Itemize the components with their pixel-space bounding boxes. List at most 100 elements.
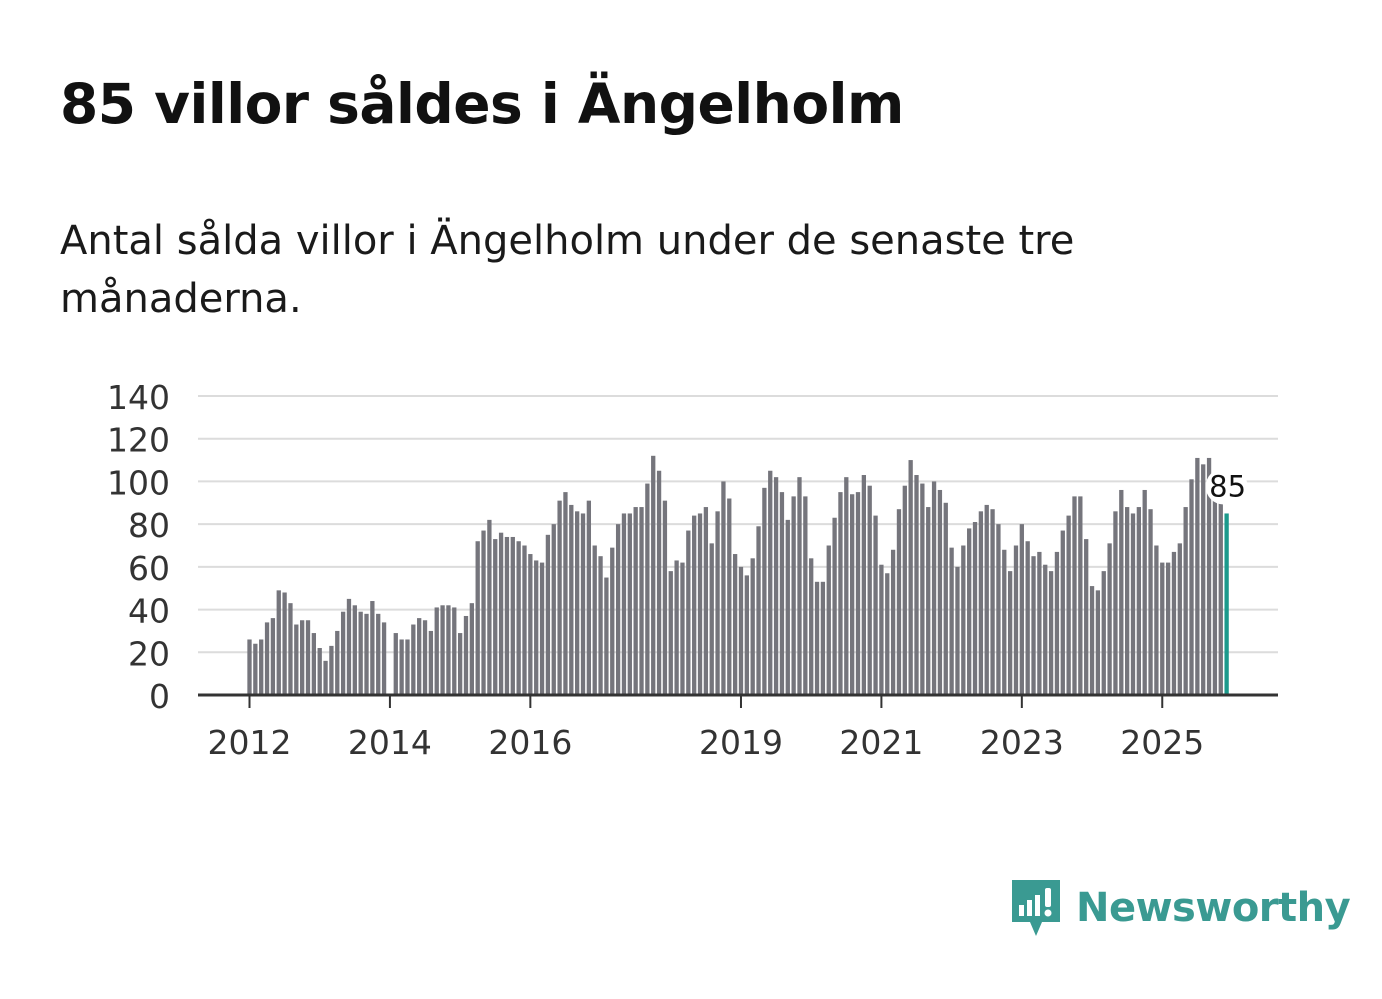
bar (253, 643, 258, 695)
bar (487, 519, 492, 695)
bar (1136, 507, 1141, 695)
bar (247, 639, 252, 695)
bar (697, 513, 703, 695)
bar (317, 648, 322, 695)
bar (276, 590, 281, 695)
bar (1078, 496, 1083, 695)
y-tick-label: 120 (107, 421, 170, 460)
bar (1013, 545, 1019, 695)
bar (961, 545, 966, 695)
bar (955, 566, 960, 695)
bar (1130, 513, 1136, 695)
bar (300, 620, 305, 695)
bar (768, 470, 773, 695)
bar (861, 475, 867, 695)
bar (890, 549, 896, 695)
bar (264, 622, 270, 695)
annotation-bubble (1205, 468, 1248, 505)
annotation-label: 85 (1209, 469, 1246, 503)
bar (1171, 551, 1177, 695)
bar (931, 481, 937, 695)
bar (844, 477, 849, 695)
bar (516, 541, 521, 695)
bar (850, 494, 855, 695)
bar (838, 492, 843, 695)
bar (1195, 457, 1200, 695)
bar (417, 618, 422, 695)
bar (744, 575, 749, 695)
bar (908, 460, 913, 695)
brand-name: Newsworthy (1076, 885, 1351, 931)
y-tick-label: 40 (128, 592, 170, 631)
bar (627, 513, 632, 695)
annotations: 85 (1205, 468, 1248, 505)
bar-latest (1224, 513, 1229, 695)
bar (305, 620, 311, 695)
bar (329, 645, 334, 695)
bar (346, 598, 352, 695)
bar (340, 611, 346, 695)
x-axis-tick-labels: 2012 2014 2016 2019 2021 2023 2025 (208, 695, 1204, 762)
bar (1031, 556, 1036, 695)
bar (580, 513, 586, 695)
bar (1101, 571, 1106, 695)
bar (522, 545, 527, 695)
bar (686, 530, 691, 695)
bar (563, 492, 568, 695)
bar (528, 554, 533, 695)
bar (662, 500, 668, 695)
bar (803, 496, 808, 695)
bar (926, 507, 931, 695)
bar (557, 500, 562, 695)
bar (651, 455, 656, 695)
bar (551, 524, 556, 695)
page-title: 85 villor såldes i Ängelholm (60, 72, 904, 136)
bar (885, 573, 890, 695)
bar (405, 639, 410, 695)
y-tick-label: 80 (128, 506, 170, 545)
bar (820, 581, 826, 695)
y-tick-label: 100 (107, 463, 170, 502)
bar (592, 545, 597, 695)
bar (978, 511, 984, 695)
bar (680, 562, 685, 695)
bar (972, 522, 978, 695)
chart-subtitle: Antal sålda villor i Ängelholm under de … (60, 218, 1075, 322)
newsworthy-logo: Newsworthy (1010, 878, 1351, 938)
bar (867, 485, 872, 695)
x-tick-label: 2023 (980, 723, 1064, 762)
bar (1048, 571, 1054, 695)
bar (715, 511, 720, 695)
bar (920, 483, 925, 695)
bar (949, 547, 954, 695)
bar (504, 536, 510, 695)
bar (1113, 511, 1118, 695)
bar (656, 470, 662, 695)
bar (440, 605, 445, 695)
x-tick-label: 2019 (699, 723, 783, 762)
bar (1206, 457, 1212, 695)
bar (446, 605, 451, 695)
bar (1089, 586, 1095, 695)
bar (703, 507, 709, 695)
bar (376, 613, 381, 695)
bar (545, 534, 551, 695)
bar (873, 515, 878, 695)
bar (645, 483, 650, 695)
bar (604, 577, 609, 695)
bar (1072, 496, 1077, 695)
x-tick-label: 2016 (488, 723, 572, 762)
bar (411, 624, 416, 695)
bar (832, 517, 837, 695)
bar (1154, 545, 1159, 695)
bar (937, 489, 943, 695)
bar (469, 603, 474, 695)
bar (1160, 562, 1165, 695)
bar (1107, 543, 1112, 695)
bar (335, 630, 340, 695)
bar (779, 492, 785, 695)
x-tick-label: 2012 (208, 723, 292, 762)
bar (855, 492, 861, 695)
bar (879, 564, 884, 695)
bar (1043, 564, 1048, 695)
